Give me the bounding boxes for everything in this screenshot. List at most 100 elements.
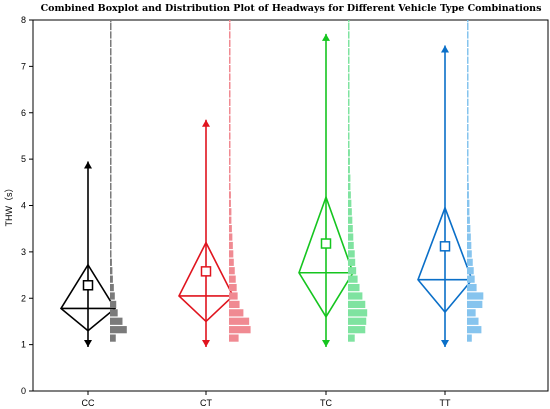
histogram-bar bbox=[467, 317, 479, 325]
histogram-bar bbox=[348, 132, 350, 140]
histogram-tail bbox=[348, 20, 350, 23]
histogram-bar bbox=[229, 174, 231, 182]
histogram-bar bbox=[348, 199, 352, 207]
histogram-bar bbox=[110, 31, 112, 39]
y-tick-label: 3 bbox=[21, 247, 26, 257]
histogram-bar bbox=[110, 309, 118, 317]
whisker-high-arrow bbox=[84, 161, 92, 169]
plot-area: 0 1 2 3 4 5 6 7 8 CC CT TC TT bbox=[21, 15, 549, 408]
histogram-bar bbox=[348, 174, 351, 182]
histogram-bar bbox=[348, 140, 350, 149]
histogram-bar bbox=[110, 317, 123, 325]
histogram-bar bbox=[110, 98, 112, 106]
histogram-bar bbox=[348, 115, 350, 123]
histogram-bar bbox=[110, 292, 115, 300]
histogram-bar bbox=[467, 225, 471, 233]
histogram-bar bbox=[467, 292, 484, 300]
histogram-bar bbox=[110, 123, 112, 132]
histogram-bar bbox=[467, 107, 469, 115]
y-axis-label: THW（s） bbox=[4, 184, 14, 227]
histogram-bar bbox=[348, 22, 350, 31]
histogram-bar bbox=[467, 22, 469, 31]
histogram-bar bbox=[467, 65, 469, 73]
histogram-tail bbox=[467, 20, 469, 23]
histogram-bar bbox=[229, 250, 234, 258]
histogram-tail bbox=[229, 20, 231, 23]
histogram-bar bbox=[348, 326, 366, 334]
histogram-bar bbox=[467, 149, 469, 157]
histogram-bar bbox=[110, 267, 113, 275]
histogram-bar bbox=[467, 39, 469, 47]
histogram-bar bbox=[229, 208, 232, 216]
histogram-bar bbox=[229, 258, 234, 266]
histogram-bar bbox=[229, 132, 231, 140]
histogram-bar bbox=[229, 73, 231, 81]
histogram-bar bbox=[348, 39, 350, 47]
histogram-bar bbox=[229, 65, 231, 73]
histogram-bar bbox=[348, 65, 350, 73]
histogram-bar bbox=[348, 258, 356, 266]
histogram-bar bbox=[110, 157, 112, 165]
histogram-bar bbox=[348, 225, 353, 233]
histogram-bar bbox=[467, 300, 483, 309]
histogram-bar bbox=[467, 140, 469, 149]
histogram-bar bbox=[348, 149, 350, 157]
histogram-bar bbox=[467, 31, 469, 39]
histogram-bar bbox=[467, 326, 482, 334]
histogram-bar bbox=[467, 267, 474, 275]
histogram-bar bbox=[348, 334, 355, 342]
histogram-bar bbox=[229, 39, 231, 47]
histogram-bar bbox=[110, 334, 116, 342]
histogram-bar bbox=[229, 149, 231, 157]
histogram-bar bbox=[467, 132, 469, 140]
x-tick-label: CC bbox=[82, 398, 95, 408]
histogram-bar bbox=[467, 275, 475, 283]
y-tick-label: 1 bbox=[21, 340, 26, 350]
histogram-bar bbox=[229, 317, 250, 325]
histogram-bar bbox=[110, 39, 112, 47]
y-tick-label: 6 bbox=[21, 108, 26, 118]
histogram-bar bbox=[110, 115, 112, 123]
histogram-bar bbox=[229, 241, 233, 250]
histogram-bar bbox=[348, 182, 351, 191]
iqr-diamond bbox=[298, 194, 354, 319]
y-tick-label: 5 bbox=[21, 154, 26, 164]
histogram-bar bbox=[467, 250, 472, 258]
histogram-bar bbox=[348, 283, 360, 292]
histogram-bar bbox=[110, 216, 112, 224]
histogram-bar bbox=[348, 73, 350, 81]
histogram-bar bbox=[229, 191, 231, 199]
histogram-bar bbox=[229, 275, 236, 283]
histogram-bar bbox=[467, 258, 473, 266]
histogram-tail bbox=[110, 20, 112, 23]
histogram-bar bbox=[348, 98, 350, 106]
histogram-bar bbox=[467, 56, 469, 64]
histogram-bar bbox=[348, 250, 355, 258]
histogram-bar bbox=[229, 48, 231, 56]
histogram-bar bbox=[348, 107, 350, 115]
histogram-bar bbox=[467, 90, 469, 98]
histogram-bar bbox=[110, 258, 112, 266]
mean-marker bbox=[82, 280, 94, 291]
histogram-bar bbox=[229, 283, 237, 292]
histogram-bar bbox=[110, 233, 112, 241]
iqr-diamond bbox=[59, 263, 117, 332]
y-tick-label: 2 bbox=[21, 293, 26, 303]
histogram-bar bbox=[229, 31, 231, 39]
whisker-high-arrow bbox=[202, 119, 210, 127]
y-tick-label: 4 bbox=[21, 201, 26, 211]
histogram-bar bbox=[467, 191, 469, 199]
y-tick-label: 7 bbox=[21, 61, 26, 71]
histogram-bar bbox=[467, 174, 469, 182]
histogram-bar bbox=[110, 300, 117, 309]
histogram-bar bbox=[110, 208, 112, 216]
histogram-bar bbox=[229, 309, 244, 317]
histogram-bar bbox=[348, 81, 350, 90]
histogram-bar bbox=[348, 208, 352, 216]
histogram-bar bbox=[110, 90, 112, 98]
histogram-bar bbox=[110, 149, 112, 157]
histogram-bar bbox=[348, 233, 354, 241]
histogram-bar bbox=[467, 123, 469, 132]
histogram-bar bbox=[110, 56, 112, 64]
histogram-bar bbox=[467, 81, 469, 90]
